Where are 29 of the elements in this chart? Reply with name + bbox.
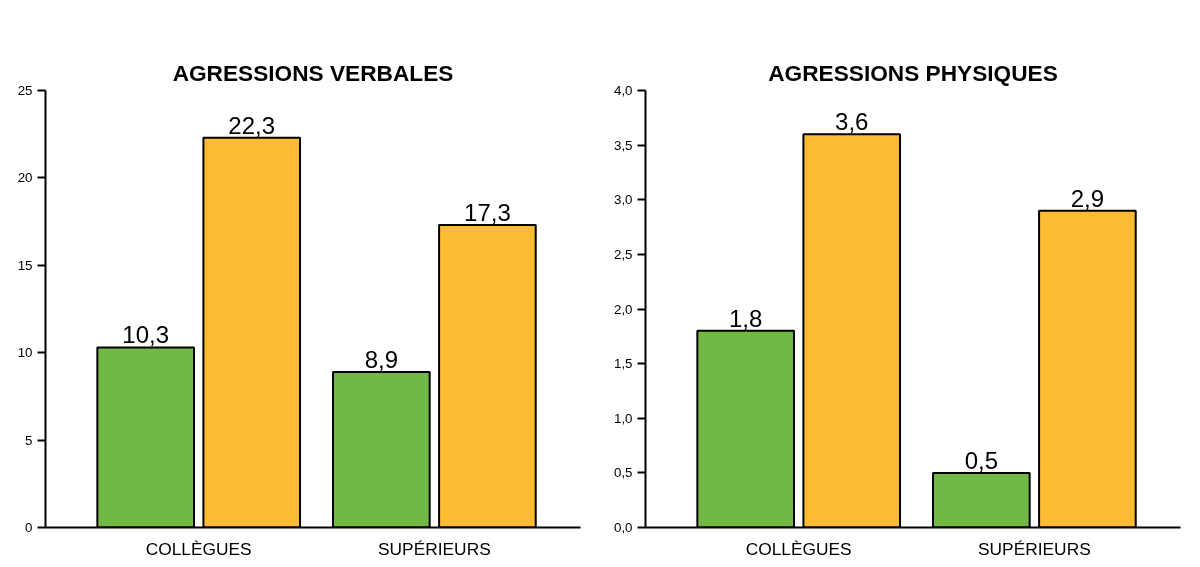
y-tick-label: 1,5 xyxy=(613,356,633,372)
chart-title: AGRESSIONS VERBALES xyxy=(172,59,454,86)
y-tick-label: 0 xyxy=(25,520,33,535)
y-tick-label: 15 xyxy=(17,257,33,273)
data-label: 10,3 xyxy=(122,321,170,349)
y-tick-label: 3,0 xyxy=(613,192,633,208)
y-tick-label: 20 xyxy=(17,170,33,186)
y-tick-label: 10 xyxy=(17,345,33,361)
chart-title: AGRESSIONS PHYSIQUES xyxy=(768,59,1058,86)
data-label: 2,9 xyxy=(1070,184,1105,212)
y-tick-label: 5 xyxy=(25,432,33,448)
x-tick-label: SUPÉRIEURS xyxy=(378,538,491,559)
data-label: 17,3 xyxy=(464,199,511,227)
y-tick-label: 2,5 xyxy=(613,246,633,262)
x-tick-label: COLLÈGUES xyxy=(145,538,252,559)
y-tick-label: 3,5 xyxy=(613,137,633,153)
data-label: 0,5 xyxy=(964,446,999,474)
y-tick-label: 0,5 xyxy=(613,465,633,481)
y-tick-label: 0,0 xyxy=(613,520,633,535)
data-label: 1,8 xyxy=(728,304,763,332)
y-tick-label: 4,0 xyxy=(613,83,633,98)
data-label: 8,9 xyxy=(364,345,399,373)
y-tick-label: 1,0 xyxy=(613,410,633,426)
x-tick-label: SUPÉRIEURS xyxy=(978,538,1091,559)
x-tick-label: COLLÈGUES xyxy=(745,538,852,559)
y-tick-label: 25 xyxy=(17,83,33,98)
data-label: 22,3 xyxy=(228,111,276,139)
data-label: 3,6 xyxy=(835,108,869,136)
y-tick-label: 2,0 xyxy=(613,301,633,317)
